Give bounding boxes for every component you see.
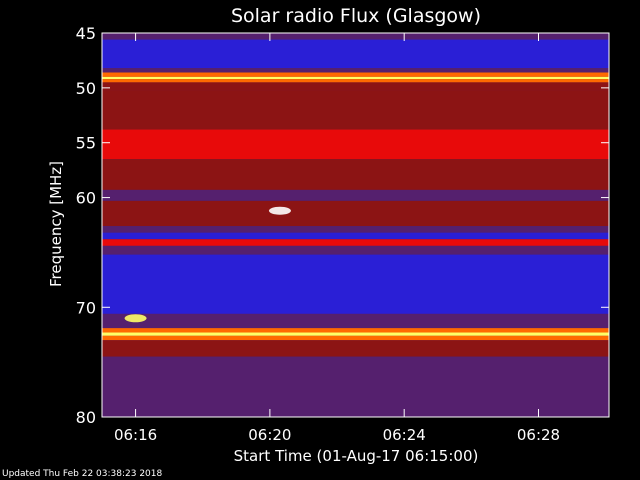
y-tick-label: 80 bbox=[76, 408, 96, 427]
x-tick-label: 06:24 bbox=[383, 426, 426, 444]
frequency-band bbox=[102, 129, 609, 160]
x-axis-ticks: 06:16 06:20 06:24 06:28 bbox=[114, 33, 560, 444]
x-tick-label: 06:28 bbox=[517, 426, 560, 444]
frequency-band bbox=[102, 335, 609, 341]
frequency-band bbox=[102, 245, 609, 255]
frequency-band bbox=[102, 313, 609, 329]
frequency-band bbox=[102, 332, 609, 336]
update-timestamp: Updated Thu Feb 22 03:38:23 2018 bbox=[2, 469, 163, 479]
frequency-band bbox=[102, 200, 609, 227]
x-tick-label: 06:16 bbox=[114, 426, 157, 444]
y-tick-label: 60 bbox=[76, 189, 96, 208]
y-tick-label: 55 bbox=[76, 134, 96, 153]
frequency-band bbox=[102, 254, 609, 314]
y-axis-label: Frequency [MHz] bbox=[47, 161, 65, 287]
burst-mark bbox=[124, 314, 147, 323]
frequency-band bbox=[102, 189, 609, 201]
frequency-band bbox=[102, 72, 609, 77]
frequency-band bbox=[102, 79, 609, 83]
frequency-band bbox=[102, 226, 609, 233]
frequency-band bbox=[102, 232, 609, 240]
frequency-band bbox=[102, 68, 609, 73]
frequency-band bbox=[102, 340, 609, 357]
frequency-band bbox=[102, 33, 609, 40]
frequency-band bbox=[102, 76, 609, 80]
frequency-band bbox=[102, 159, 609, 190]
y-axis-ticks: 45 50 55 60 70 80 bbox=[76, 24, 609, 427]
frequency-band bbox=[102, 356, 609, 417]
plot-frame bbox=[101, 32, 610, 418]
y-tick-label: 50 bbox=[76, 79, 96, 98]
frequency-band bbox=[102, 239, 609, 246]
frequency-band bbox=[102, 39, 609, 69]
y-tick-label: 70 bbox=[76, 298, 96, 317]
chart-title: Solar radio Flux (Glasgow) bbox=[231, 5, 481, 27]
frequency-band bbox=[102, 82, 609, 91]
frequency-band bbox=[102, 90, 609, 130]
x-tick-label: 06:20 bbox=[248, 426, 291, 444]
x-axis-label: Start Time (01-Aug-17 06:15:00) bbox=[234, 447, 479, 465]
frequency-band bbox=[102, 328, 609, 333]
burst-mark bbox=[268, 206, 291, 215]
plot-area bbox=[101, 32, 610, 418]
y-tick-label: 45 bbox=[76, 24, 96, 43]
